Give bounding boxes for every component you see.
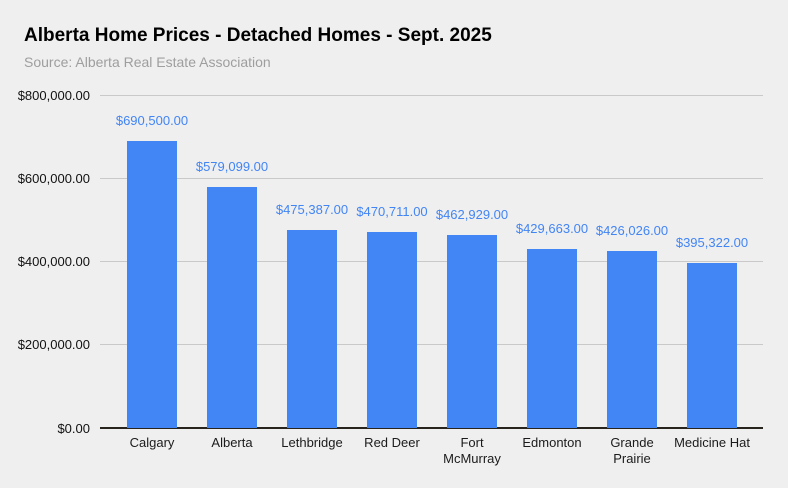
x-axis-category-line: Grande <box>610 435 654 450</box>
y-axis-tick-label: $0.00 <box>57 420 90 436</box>
gridline <box>100 94 763 96</box>
gridline <box>100 177 763 179</box>
x-axis-category-line: Alberta <box>211 435 253 450</box>
y-axis-tick-label: $800,000.00 <box>17 87 90 103</box>
plot-area: $0.00 $200,000.00 $400,000.00 $600,000.00 $8… <box>18 88 763 466</box>
y-axis-tick-label: $400,000.00 <box>17 254 90 269</box>
bar-value-label: $470,711.00 <box>356 204 428 219</box>
x-axis-line <box>100 427 763 429</box>
bar <box>287 230 337 428</box>
bar-value-label: $426,026.00 <box>595 223 669 238</box>
bar-slot: $475,387.00 Lethbridge <box>272 95 352 450</box>
x-axis-category-label: Red Deer <box>364 435 420 451</box>
bar <box>607 251 657 428</box>
x-axis-category-line: Red Deer <box>364 435 420 450</box>
y-axis-tick-label: $200,000.00 <box>17 337 90 353</box>
bar-value-label: $429,663.00 <box>515 221 589 236</box>
bar <box>367 232 417 428</box>
x-axis-category-label: Alberta <box>211 435 252 451</box>
x-axis-category-line: McMurray <box>443 451 501 466</box>
bar <box>207 187 257 428</box>
x-axis-category-label: Lethbridge <box>281 435 342 451</box>
bar-value-label: $690,500.00 <box>115 113 189 128</box>
x-axis-category-line: Edmonton <box>522 435 582 450</box>
x-axis-category-label: Fort McMurray <box>443 435 501 467</box>
x-axis-category-line: Lethbridge <box>281 435 343 450</box>
bar-value-label: $579,099.00 <box>195 159 269 174</box>
bar-value-label: $395,322.00 <box>675 235 749 250</box>
x-axis-category-line: Prairie <box>613 451 651 466</box>
x-axis-category-label: Calgary <box>130 435 175 451</box>
x-axis-category-line: Fort <box>460 435 484 450</box>
x-axis-category-line: Calgary <box>129 435 175 450</box>
x-axis-category-line: Medicine Hat <box>674 435 750 450</box>
bar <box>527 249 577 428</box>
x-axis-category-label: Grande Prairie <box>610 435 653 467</box>
gridline <box>100 261 763 262</box>
y-axis-tick-label: $600,000.00 <box>17 170 90 186</box>
bar <box>127 141 177 428</box>
bar-slot: $462,929.00 Fort McMurray <box>432 95 512 466</box>
bar-value-label: $462,929.00 <box>435 207 509 222</box>
bar-slot: $395,322.00 Medicine Hat <box>672 95 752 450</box>
chart-subtitle: Source: Alberta Real Estate Association <box>24 54 271 70</box>
bar <box>687 263 737 428</box>
bars-row: $690,500.00 Calgary $579,099.00 Alberta $475… <box>112 95 752 466</box>
bar-slot: $426,026.00 Grande Prairie <box>592 95 672 466</box>
x-axis-category-label: Edmonton <box>522 435 581 451</box>
bar <box>447 235 497 428</box>
bar-slot: $470,711.00 Red Deer <box>352 95 432 450</box>
bar-slot: $690,500.00 Calgary <box>112 95 192 450</box>
bar-slot: $579,099.00 Alberta <box>192 95 272 450</box>
chart-title: Alberta Home Prices - Detached Homes - S… <box>24 25 492 46</box>
x-axis-category-label: Medicine Hat <box>674 435 750 451</box>
gridline <box>100 344 763 346</box>
bar-slot: $429,663.00 Edmonton <box>512 95 592 450</box>
bar-value-label: $475,387.00 <box>275 202 349 217</box>
